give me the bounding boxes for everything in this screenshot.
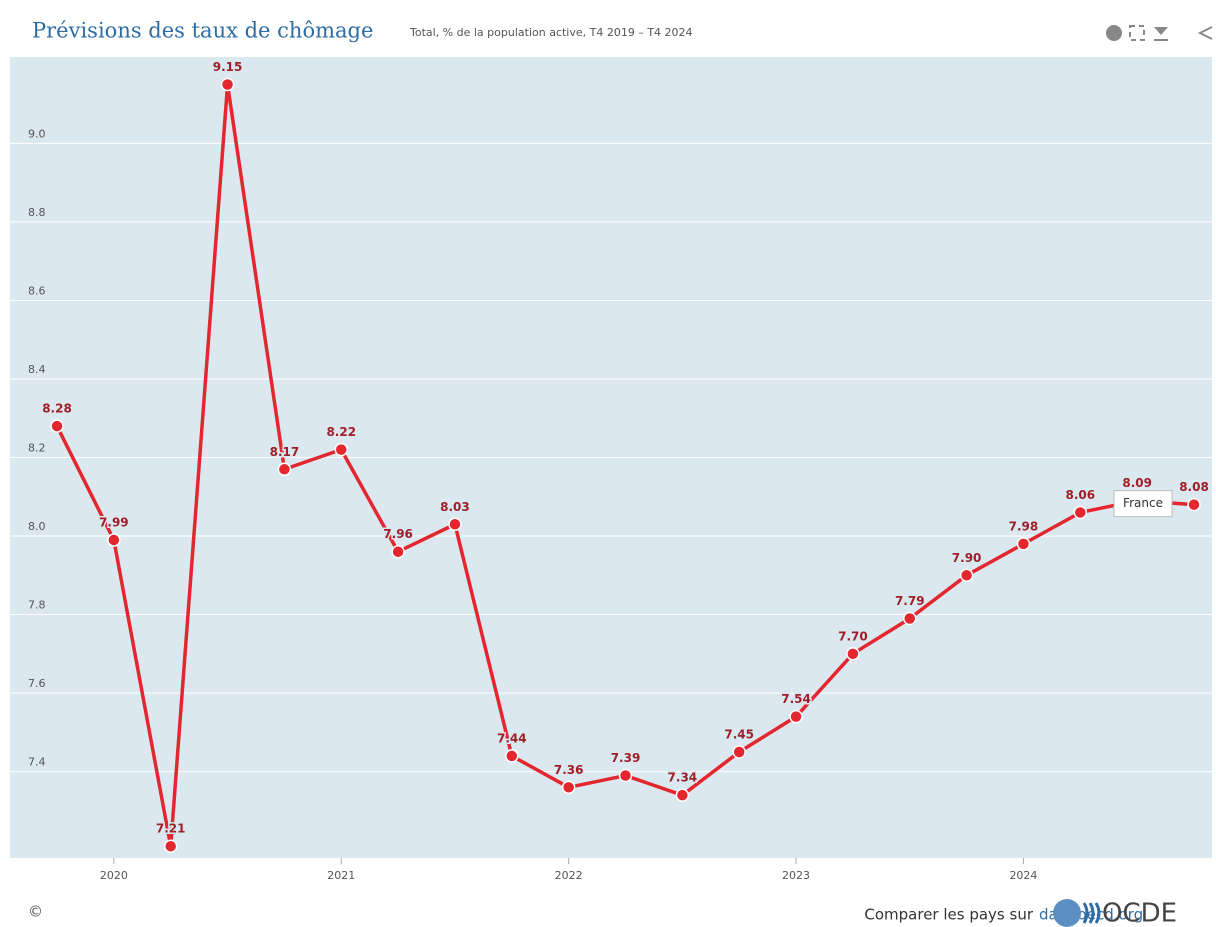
data-point	[675, 788, 690, 802]
data-label: 7.96	[383, 527, 413, 541]
data-point	[277, 462, 292, 477]
data-point	[789, 709, 803, 724]
fullscreen-icon[interactable]	[1129, 25, 1145, 41]
data-label: 8.17	[270, 445, 300, 459]
data-label: 9.15	[213, 60, 243, 74]
data-label: 8.03	[440, 500, 470, 514]
chart-title: Prévisions des taux de chômage	[32, 19, 373, 43]
data-point	[618, 768, 633, 783]
data-label: 7.44	[497, 731, 527, 745]
oecd-logo: OCDE	[1102, 899, 1177, 927]
data-label: 7.39	[611, 751, 641, 765]
y-tick-label: 8.4	[28, 363, 46, 376]
data-point	[391, 544, 405, 559]
data-label: 7.54	[781, 692, 811, 706]
data-point	[505, 749, 519, 763]
data-point	[1016, 537, 1031, 551]
x-tick-label: 2024	[1009, 869, 1037, 882]
y-tick-label: 8.6	[28, 284, 46, 297]
data-label: 8.09	[1122, 476, 1152, 490]
data-point	[163, 839, 178, 853]
share-icon[interactable]	[1197, 26, 1213, 40]
data-point	[448, 517, 462, 531]
oecd-arcs	[1082, 902, 1101, 924]
y-tick-label: 8.2	[28, 442, 46, 455]
data-point	[732, 745, 746, 759]
data-label: 7.45	[724, 727, 754, 741]
y-tick-label: 8.8	[28, 206, 46, 219]
y-tick-label: 7.4	[28, 756, 46, 769]
legend-label: France	[1123, 496, 1163, 510]
data-point	[959, 568, 974, 583]
data-label: 8.08	[1179, 480, 1209, 494]
download-icon[interactable]	[1154, 27, 1168, 41]
x-tick-label: 2020	[100, 869, 128, 882]
toolbar[interactable]	[1106, 25, 1213, 41]
data-point	[846, 647, 860, 661]
data-point	[334, 442, 348, 457]
data-point	[220, 77, 235, 92]
y-tick-label: 9.0	[28, 127, 46, 140]
data-point	[903, 611, 917, 626]
data-label: 8.06	[1065, 488, 1095, 502]
y-tick-label: 8.0	[28, 520, 46, 533]
data-label: 7.98	[1009, 519, 1039, 533]
y-tick-label: 7.8	[28, 599, 46, 612]
data-label: 7.99	[99, 515, 129, 529]
chart-subtitle: Total, % de la population active, T4 201…	[409, 26, 693, 39]
x-tick-label: 2021	[327, 869, 355, 882]
data-point	[50, 419, 64, 433]
data-point	[1187, 497, 1201, 512]
y-tick-label: 7.6	[28, 677, 46, 690]
data-point	[561, 780, 576, 795]
legend-tooltip	[1113, 490, 1173, 518]
x-tick-label: 2023	[782, 869, 810, 882]
data-point	[107, 533, 121, 547]
data-label: 7.36	[554, 763, 584, 777]
data-label: 8.28	[42, 402, 72, 416]
copyright: ©	[28, 903, 43, 921]
data-label: 8.22	[326, 425, 356, 439]
data-label: 7.90	[952, 551, 982, 565]
compare-text: Comparer les pays sur	[864, 906, 1033, 924]
data-label: 7.34	[668, 771, 698, 785]
data-label: 7.70	[838, 629, 868, 643]
data-label: 7.79	[895, 594, 925, 608]
oecd-globe	[1053, 899, 1081, 927]
data-point	[1073, 505, 1088, 520]
data-label: 7.21	[156, 822, 186, 836]
info-icon[interactable]	[1106, 25, 1122, 41]
x-tick-label: 2022	[555, 869, 583, 882]
